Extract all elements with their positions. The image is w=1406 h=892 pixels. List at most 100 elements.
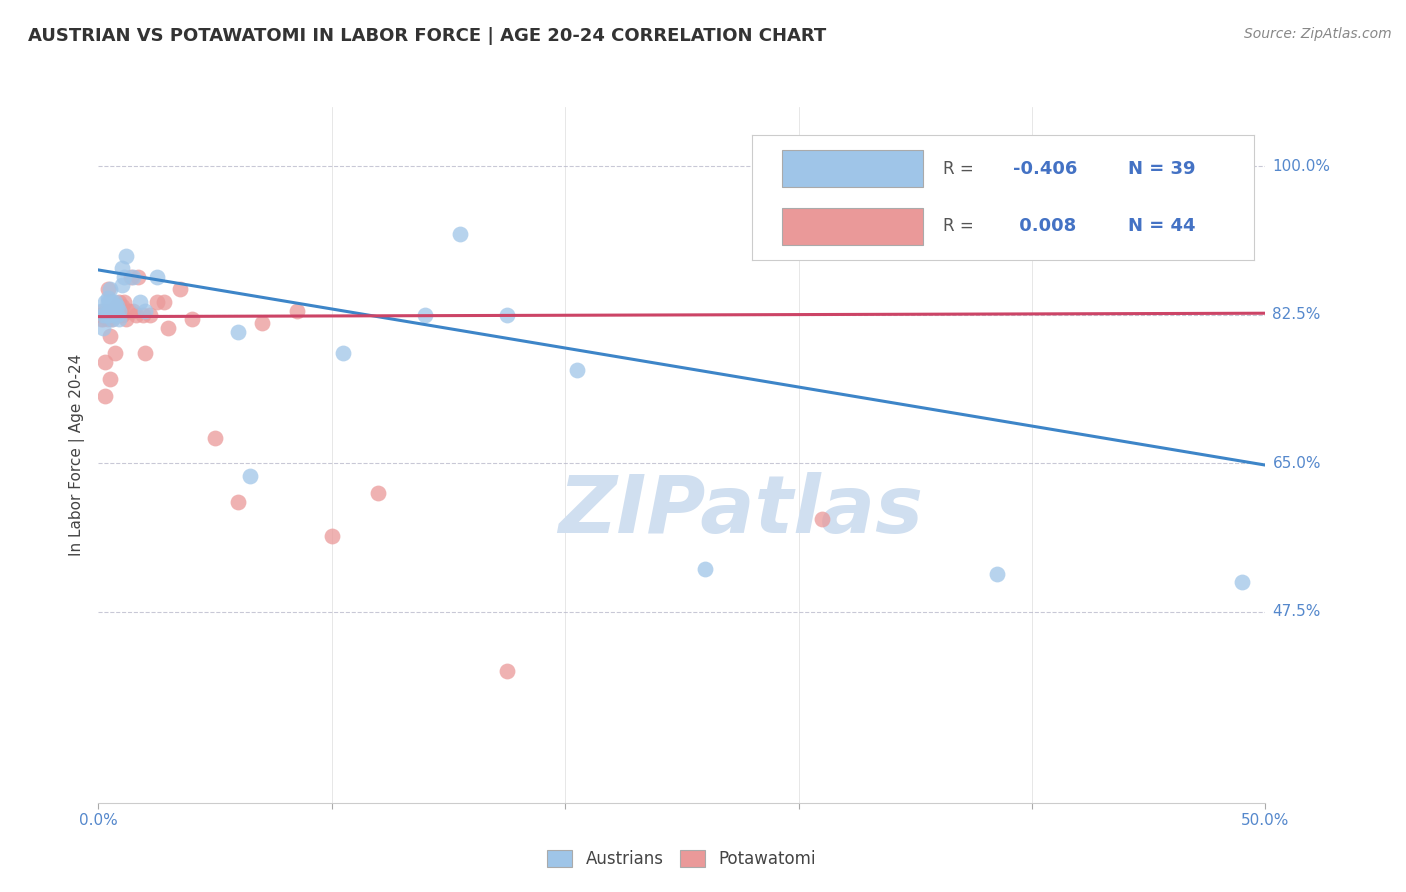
Text: AUSTRIAN VS POTAWATOMI IN LABOR FORCE | AGE 20-24 CORRELATION CHART: AUSTRIAN VS POTAWATOMI IN LABOR FORCE | …	[28, 27, 827, 45]
Potawatomi	[97, 312, 120, 326]
Potawatomi	[91, 303, 114, 318]
Austrians	[111, 261, 134, 276]
Austrians	[115, 248, 138, 262]
Potawatomi	[104, 346, 127, 360]
Potawatomi	[122, 303, 145, 318]
Austrians	[228, 325, 250, 339]
Austrians	[97, 295, 120, 310]
Potawatomi	[94, 354, 117, 368]
Austrians	[98, 303, 121, 318]
Potawatomi	[108, 295, 131, 310]
Austrians	[98, 283, 121, 297]
Potawatomi	[285, 303, 308, 318]
Potawatomi	[204, 431, 226, 445]
Potawatomi	[146, 295, 169, 310]
Austrians	[146, 269, 169, 284]
Austrians	[94, 295, 117, 310]
Austrians	[97, 291, 120, 305]
Potawatomi	[101, 312, 124, 326]
Text: ZIPatlas: ZIPatlas	[558, 472, 922, 549]
Text: 100.0%: 100.0%	[1272, 159, 1330, 174]
Potawatomi	[811, 511, 834, 525]
Text: 82.5%: 82.5%	[1272, 308, 1320, 322]
Potawatomi	[111, 308, 134, 322]
Potawatomi	[98, 329, 121, 343]
Potawatomi	[321, 528, 343, 542]
Potawatomi	[112, 295, 135, 310]
Potawatomi	[132, 308, 155, 322]
Potawatomi	[367, 486, 389, 500]
Text: 47.5%: 47.5%	[1272, 605, 1320, 619]
Potawatomi	[118, 303, 141, 318]
Potawatomi	[125, 308, 148, 322]
Austrians	[134, 303, 156, 318]
Austrians	[129, 295, 152, 310]
Austrians	[495, 308, 517, 322]
Austrians	[986, 566, 1008, 581]
Potawatomi	[90, 308, 112, 322]
Austrians	[1230, 575, 1253, 590]
Potawatomi	[250, 317, 273, 331]
Austrians	[101, 312, 124, 326]
Potawatomi	[105, 300, 128, 314]
Potawatomi	[134, 346, 156, 360]
Text: R =: R =	[942, 218, 979, 235]
Austrians	[565, 363, 588, 377]
Text: N = 44: N = 44	[1128, 218, 1195, 235]
Potawatomi	[1230, 160, 1253, 174]
Austrians	[91, 320, 114, 334]
Austrians	[105, 308, 128, 322]
Potawatomi	[90, 312, 112, 326]
Austrians	[122, 269, 145, 284]
Austrians	[239, 469, 262, 483]
Potawatomi	[94, 388, 117, 402]
Austrians	[104, 300, 127, 314]
Text: 0.008: 0.008	[1012, 218, 1076, 235]
Potawatomi	[98, 371, 121, 385]
Austrians	[108, 303, 131, 318]
Austrians	[94, 308, 117, 322]
Austrians	[413, 308, 436, 322]
Austrians	[98, 308, 121, 322]
Potawatomi	[104, 308, 127, 322]
Austrians	[112, 269, 135, 284]
Potawatomi	[98, 303, 121, 318]
FancyBboxPatch shape	[782, 208, 922, 245]
Potawatomi	[180, 312, 202, 326]
Austrians	[111, 278, 134, 293]
Austrians	[695, 562, 717, 576]
Austrians	[97, 308, 120, 322]
Potawatomi	[120, 269, 142, 284]
Potawatomi	[91, 312, 114, 326]
Austrians	[332, 346, 354, 360]
Austrians	[101, 295, 124, 310]
Austrians	[90, 303, 112, 318]
Potawatomi	[127, 269, 149, 284]
FancyBboxPatch shape	[782, 150, 922, 187]
Text: 65.0%: 65.0%	[1272, 456, 1320, 471]
Text: -0.406: -0.406	[1012, 160, 1077, 178]
Potawatomi	[111, 300, 134, 314]
Austrians	[98, 295, 121, 310]
Austrians	[108, 312, 131, 326]
Potawatomi	[101, 308, 124, 322]
Y-axis label: In Labor Force | Age 20-24: In Labor Force | Age 20-24	[69, 354, 86, 556]
Potawatomi	[115, 312, 138, 326]
Austrians	[91, 308, 114, 322]
Austrians	[104, 295, 127, 310]
Austrians	[101, 300, 124, 314]
Potawatomi	[105, 308, 128, 322]
Text: N = 39: N = 39	[1128, 160, 1195, 178]
Potawatomi	[169, 283, 191, 297]
Potawatomi	[97, 283, 120, 297]
Austrians	[105, 300, 128, 314]
Austrians	[449, 227, 471, 242]
Potawatomi	[228, 494, 250, 508]
Potawatomi	[495, 665, 517, 679]
Legend: Austrians, Potawatomi: Austrians, Potawatomi	[541, 843, 823, 874]
Text: R =: R =	[942, 160, 979, 178]
Potawatomi	[139, 308, 162, 322]
Potawatomi	[152, 295, 174, 310]
Potawatomi	[157, 320, 180, 334]
Text: Source: ZipAtlas.com: Source: ZipAtlas.com	[1244, 27, 1392, 41]
